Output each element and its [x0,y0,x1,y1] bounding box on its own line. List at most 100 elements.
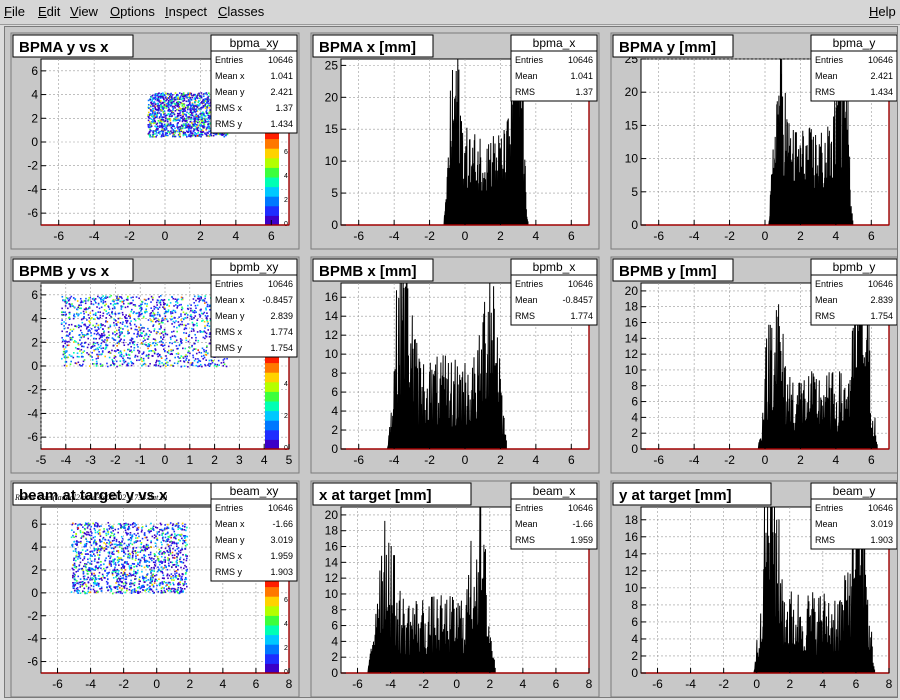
scatter-point [80,540,82,543]
menu-classes[interactable]: Classes [218,4,265,19]
scatter-point [150,125,153,128]
scatter-point [95,525,97,527]
x-tick-label: 6 [253,677,260,691]
scatter-point [162,568,164,570]
scatter-point [62,344,65,347]
scatter-point [150,581,152,583]
scatter-point [181,306,183,309]
scatter-point [186,104,188,107]
scatter-point [199,95,201,97]
scatter-point [181,298,184,301]
scatter-point [159,295,162,297]
scatter-point [92,324,94,327]
scatter-point [119,544,121,546]
scatter-point [111,572,114,575]
scatter-point [147,590,150,593]
scatter-point [192,118,195,120]
scatter-point [122,577,125,579]
scatter-point [159,550,162,552]
scatter-point [172,564,174,566]
scatter-point [99,344,102,347]
scatter-point [165,365,167,368]
scatter-point [130,310,132,313]
scatter-point [129,583,131,585]
scatter-point [96,549,99,552]
scatter-point [166,132,168,134]
x-tick-label: 4 [833,453,840,467]
scatter-point [89,577,92,579]
scatter-point [138,318,140,320]
scatter-point [141,584,144,587]
scatter-point [137,532,139,535]
scatter-point [156,99,159,101]
scatter-point [127,362,130,365]
scatter-point [133,550,135,553]
scatter-point [147,355,150,357]
scatter-point [153,119,156,122]
scatter-point [163,298,166,301]
scatter-point [142,546,145,549]
scatter-point [156,579,158,582]
scatter-point [154,94,156,97]
y-tick-label: 16 [625,316,639,330]
x-tick-label: -4 [85,677,96,691]
scatter-point [189,352,191,355]
scatter-point [77,527,80,529]
menu-inspect[interactable]: Inspect [165,4,207,19]
scatter-point [164,551,166,554]
stats-value: 1.754 [270,343,293,353]
scatter-point [98,582,100,585]
scatter-point [182,132,185,135]
menu-help[interactable]: Help [869,4,896,19]
scatter-point [144,343,146,346]
scatter-point [157,559,160,562]
scatter-point [125,544,128,547]
menu-view[interactable]: View [70,4,98,19]
y-tick-label: 6 [631,615,638,629]
scatter-point [187,340,190,343]
scatter-point [68,340,70,343]
scatter-point [139,358,142,361]
scatter-point [223,363,226,366]
scatter-point [79,307,81,310]
scatter-point [205,127,208,130]
scatter-point [89,588,92,591]
scatter-point [177,126,180,129]
scatter-point [153,352,156,355]
scatter-point [84,300,87,302]
scatter-point [184,539,187,542]
scatter-point [157,127,159,130]
scatter-point [117,550,120,552]
scatter-point [94,539,96,541]
scatter-point [87,299,90,301]
scatter-point [87,576,89,579]
scatter-point [182,590,184,592]
scatter-point [126,523,128,526]
scatter-point [192,323,195,326]
scatter-point [201,133,204,136]
scatter-point [185,529,187,532]
scatter-point [185,113,187,116]
menu-edit[interactable]: Edit [38,4,61,19]
scatter-point [130,579,132,582]
scatter-point [96,362,98,365]
scatter-point [158,92,160,94]
scatter-point [150,105,152,108]
menu-options[interactable]: Options [110,4,155,19]
scatter-point [81,535,84,538]
menu-file[interactable]: File [4,4,25,19]
scatter-point [96,341,99,344]
scatter-point [202,105,205,107]
scatter-point [174,525,177,527]
scatter-point [107,521,110,524]
scatter-point [153,318,156,320]
scatter-point [139,580,141,583]
scatter-point [156,116,158,118]
plot-title: BPMB y [mm] [619,263,717,280]
scatter-point [146,574,148,576]
scatter-point [173,563,176,566]
scatter-point [167,551,170,554]
